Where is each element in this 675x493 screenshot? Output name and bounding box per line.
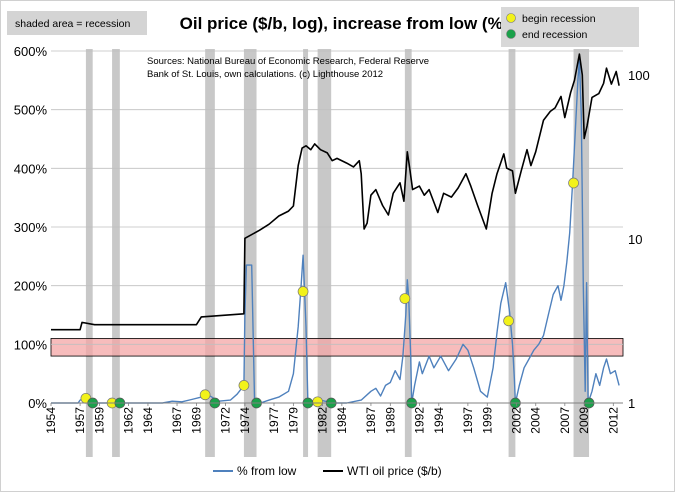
legend-label-pct-from-low: % from low [237,464,297,478]
x-tick-label-4: 1964 [141,407,155,434]
x-tick-label-13: 1987 [364,407,378,434]
x-tick-label-8: 1974 [238,407,252,434]
x-tick-label-21: 2007 [558,407,572,434]
threshold-band-rect [50,338,624,357]
x-tick-label-15: 1992 [412,407,426,434]
begin-recession-legend-label: begin recession [522,13,596,25]
threshold-band [50,338,624,357]
end-recession-legend-marker [506,29,516,39]
begin-recession-point-2 [199,389,211,401]
x-tick-label-18: 1999 [480,407,494,434]
source-note-line-2: Bank of St. Louis, own calculations. (c)… [147,69,383,80]
x-tick-label-2: 1959 [92,407,106,434]
begin-recession-point-3 [238,380,250,391]
begin-recession-point-6 [399,293,411,304]
y-right-tick-label-1: 10 [628,232,642,247]
x-tick-label-12: 1984 [335,407,349,434]
x-tick-label-9: 1977 [267,407,281,434]
y-right-tick-label-2: 100 [628,68,650,83]
source-note-line-1: Sources: National Bureau of Economic Res… [147,56,429,67]
y-left-tick-label-2: 200% [14,279,48,294]
recession-bar-6 [404,49,412,457]
x-tick-label-6: 1969 [189,407,203,434]
x-tick-label-3: 1962 [122,407,136,434]
begin-recession-point-4 [297,286,309,297]
series-line-pct-from-low [51,59,620,404]
y-left-tick-label-4: 400% [14,161,48,176]
x-tick-label-1: 1957 [73,407,87,434]
y-left-tick-label-6: 600% [14,44,48,59]
begin-recession-legend-marker [506,13,516,23]
y-left-tick-label-0: 0% [28,396,47,411]
recession-bar-1 [112,49,120,457]
x-tick-label-16: 1994 [432,407,446,434]
x-tick-label-0: 1954 [44,407,58,434]
x-tick-label-23: 2012 [606,407,620,434]
recession-bar-2 [205,49,215,457]
x-tick-label-10: 1979 [286,407,300,434]
begin-recession-point-8 [568,177,579,189]
x-tick-label-11: 1982 [315,407,329,434]
legend-label-wti: WTI oil price ($/b) [347,464,442,478]
recession-bar-4 [303,49,309,457]
shaded-legend-label: shaded area = recession [15,18,130,30]
y-left-tick-label-1: 100% [14,337,48,352]
recession-markers [80,177,595,409]
begin-recession-point-5 [312,396,323,408]
x-tick-label-5: 1967 [170,407,184,434]
axes: 0% 100% 200% 300% 400% 500% 600% 1 10 100 1954 1957… [14,44,650,434]
x-tick-label-22: 2009 [577,407,591,434]
recession-shading [85,49,590,457]
recession-bar-7 [508,49,516,457]
y-right-tick-label-0: 1 [628,396,635,411]
begin-recession-point-7 [503,315,514,327]
y-left-tick-label-3: 300% [14,220,48,235]
chart-title: Oil price ($/b, log), increase from low … [180,14,509,33]
shaded-legend-box [7,11,147,35]
x-tick-label-14: 1989 [383,407,397,434]
x-tick-label-19: 2002 [509,407,523,434]
y-left-tick-label-5: 500% [14,103,48,118]
x-tick-label-7: 1972 [219,407,233,434]
recession-bar-5 [317,49,332,457]
series-line-wti-oil-price [51,53,620,331]
end-recession-legend-label: end recession [522,29,588,41]
x-tick-label-17: 1997 [461,407,475,434]
marker-legend-box [501,7,639,47]
series-lines [51,53,620,404]
recession-bar-0 [85,49,93,457]
x-tick-label-20: 2004 [529,407,543,434]
